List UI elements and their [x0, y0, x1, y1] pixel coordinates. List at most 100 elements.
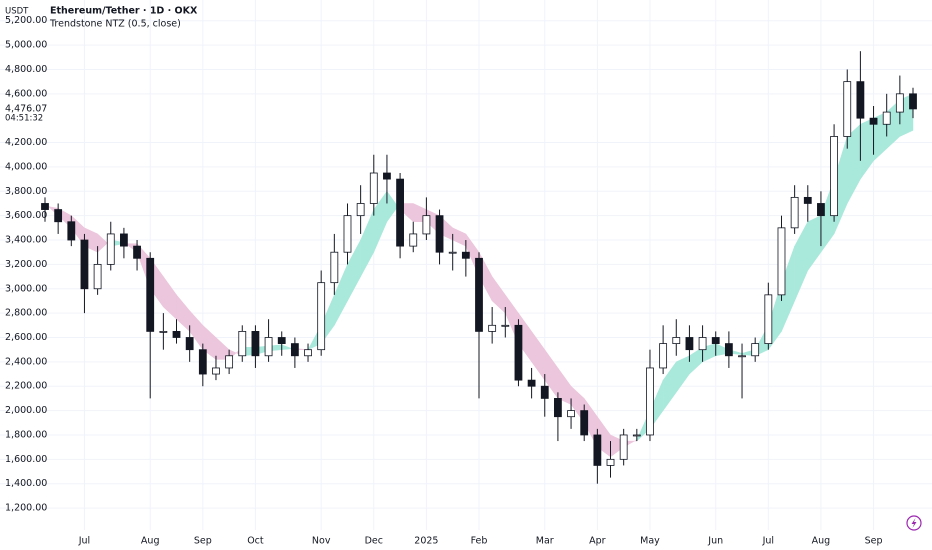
candle-body [185, 337, 194, 351]
candle-body [567, 410, 575, 418]
candle-body [843, 81, 852, 137]
chart-title: Ethereum/Tether · 1D · OKX [50, 6, 198, 17]
candle-body [67, 221, 76, 241]
candle-body [422, 215, 431, 235]
last-price-bg [2, 102, 44, 124]
candle-body [593, 434, 602, 466]
icon-circle [906, 515, 922, 531]
candle-body [41, 203, 49, 210]
candle-body [527, 379, 536, 387]
candle-body [554, 398, 562, 418]
candle-body [869, 117, 878, 125]
y-tick-label: 2,000.00 [5, 405, 47, 416]
candle-body [632, 434, 641, 437]
band-segment [531, 330, 546, 381]
y-tick-label: 4,200.00 [5, 137, 47, 148]
candle-body [264, 337, 273, 357]
candle-body [409, 233, 418, 247]
candle-body [330, 251, 339, 284]
band-segment [662, 361, 677, 412]
candle-body [93, 263, 102, 290]
x-tick-label: Jul [78, 536, 90, 547]
candle-body [540, 385, 549, 399]
candle-body [290, 343, 299, 357]
x-tick-label: Jun [707, 536, 723, 547]
y-tick-label: 4,600.00 [5, 88, 47, 99]
x-tick-label: Mar [536, 536, 554, 547]
candle-body [764, 294, 773, 344]
x-tick-label: 2025 [414, 536, 438, 547]
candle-body [475, 257, 483, 332]
candles [41, 51, 917, 484]
candle-body [461, 251, 470, 259]
x-tick-label: Aug [812, 536, 831, 547]
x-tick-label: Feb [471, 536, 488, 547]
y-tick-label: 3,800.00 [5, 186, 47, 197]
candle-body [80, 239, 89, 290]
y-tick-label: 5,000.00 [5, 40, 47, 51]
candle-body [619, 434, 628, 460]
candle-body [895, 93, 904, 113]
x-tick-label: Sep [865, 536, 883, 547]
y-tick-label: 1,200.00 [5, 503, 47, 514]
candle-body [383, 172, 391, 180]
x-tick-label: Nov [312, 536, 331, 547]
x-tick-label: Apr [589, 536, 606, 547]
y-tick-label: 1,800.00 [5, 429, 47, 440]
countdown: 04:51:32 [5, 113, 43, 123]
candle-body [304, 349, 312, 357]
x-tick-label: Dec [365, 536, 383, 547]
candle-body [724, 343, 733, 357]
y-tick-label: 2,400.00 [5, 356, 47, 367]
y-tick-label: 2,800.00 [5, 308, 47, 319]
y-tick-label: 2,200.00 [5, 381, 47, 392]
candle-body [672, 337, 681, 344]
candle-body [369, 172, 378, 204]
x-tick-label: Sep [194, 536, 212, 547]
candle-body [488, 324, 497, 332]
y-tick-label: 4,800.00 [5, 64, 47, 75]
y-tick-label: 1,600.00 [5, 454, 47, 465]
candle-body [685, 337, 694, 351]
candle-body [277, 337, 286, 344]
candle-body [159, 331, 168, 333]
candle-body [646, 367, 654, 436]
candle-body [514, 324, 523, 381]
candle-body [580, 410, 589, 436]
candle-body [777, 227, 786, 296]
candle-body [751, 343, 760, 357]
lightning-button[interactable] [906, 515, 922, 531]
candle-body [238, 331, 247, 357]
y-tick-label: 3,000.00 [5, 283, 47, 294]
candle-body [251, 331, 260, 357]
candle-body [817, 203, 825, 217]
y-tick-label: 3,400.00 [5, 235, 47, 246]
candle-body [606, 458, 615, 466]
candle-body [711, 337, 720, 344]
x-tick-label: May [640, 536, 660, 547]
candle-body [172, 331, 181, 338]
y-tick-label: 3,200.00 [5, 259, 47, 270]
candle-body [146, 257, 155, 332]
candle-body [856, 81, 865, 119]
band-segment [360, 209, 375, 277]
band-segment [676, 355, 690, 394]
candle-body [698, 337, 707, 351]
band-segment [176, 294, 190, 332]
last-price-label: 4,476.07 [5, 103, 47, 114]
band-segment [807, 215, 822, 272]
candle-body [343, 215, 352, 253]
currency: USDT [5, 7, 29, 17]
candle-body [882, 111, 891, 125]
y-tick-label: 5,200.00 [5, 15, 47, 26]
x-tick-label: Aug [141, 536, 160, 547]
candle-body [54, 209, 63, 223]
candle-body [435, 215, 444, 253]
y-tick-label: 2,600.00 [5, 332, 47, 343]
band-segment [860, 117, 874, 180]
y-tick-label: 3,600.00 [5, 210, 47, 221]
y-tick-label: 1,400.00 [5, 478, 47, 489]
band-segment [452, 227, 467, 247]
candle-body [133, 245, 141, 259]
candle-body [738, 355, 746, 358]
